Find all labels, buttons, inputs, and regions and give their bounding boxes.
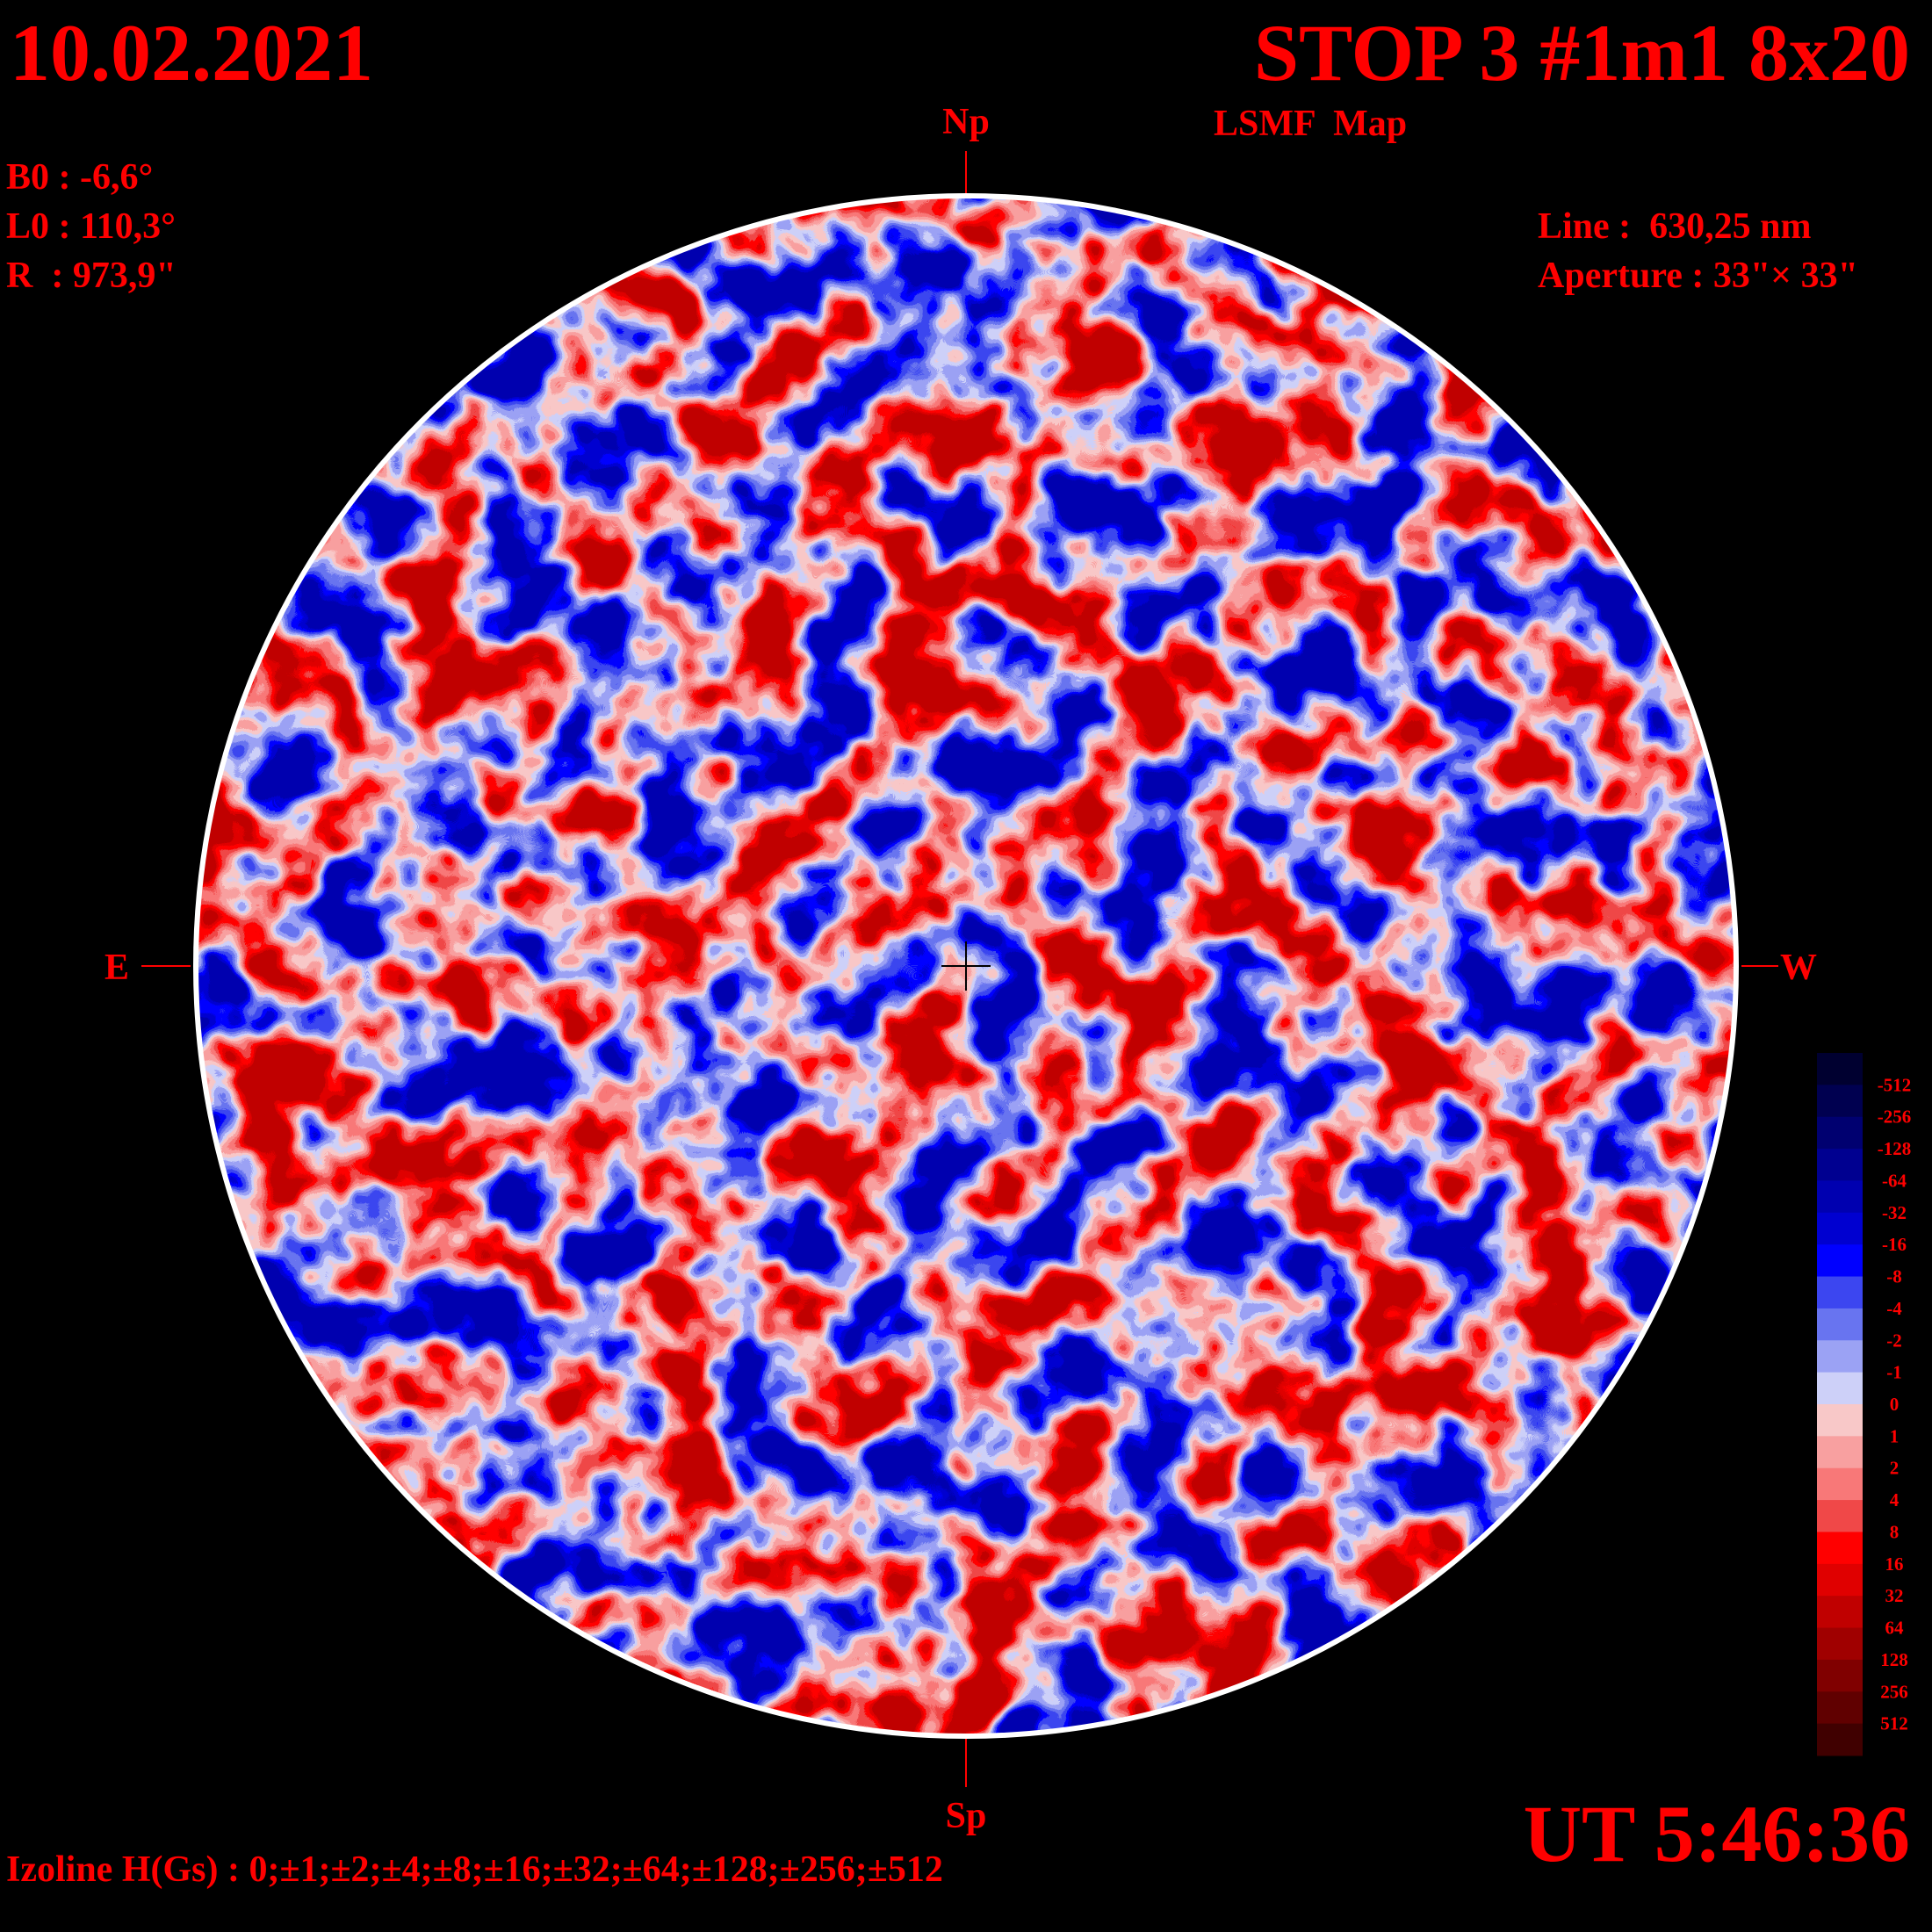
colorbar-band <box>1817 1563 1863 1597</box>
colorbar-label: 32 <box>1885 1585 1904 1606</box>
colorbar-label: 1 <box>1890 1425 1900 1446</box>
colorbar-label: -64 <box>1882 1170 1907 1191</box>
colorbar-band <box>1817 1404 1863 1437</box>
colorbar-band <box>1817 1627 1863 1661</box>
colorbar-label: -128 <box>1878 1138 1912 1159</box>
colorbar-label: 0 <box>1890 1394 1900 1415</box>
colorbar-label: 256 <box>1880 1681 1908 1702</box>
disk-limb <box>193 193 1739 1739</box>
center-cross <box>941 941 991 991</box>
colorbar-label: -32 <box>1882 1202 1907 1223</box>
parameter: B0 : -6,6° <box>6 157 153 198</box>
east-label: E <box>105 948 129 988</box>
colorbar-label: 64 <box>1885 1618 1905 1639</box>
colorbar-band <box>1817 1308 1863 1341</box>
colorbar-label: 16 <box>1885 1554 1904 1575</box>
colorbar-band <box>1817 1276 1863 1309</box>
parameter: R : 973,9" <box>6 256 177 296</box>
colorbar-band <box>1817 1212 1863 1245</box>
izolines: Izoline H(Gs) : 0;±1;±2;±4;±8;±16;±32;±6… <box>6 1849 943 1890</box>
colorbar: -512 -256 -128 -64 -32 -16 -8 -4 -2 -1 0 1 2 4 8 16 32 64… <box>1817 1053 1911 1756</box>
colorbar-band <box>1817 1244 1863 1278</box>
colorbar-band <box>1817 1085 1863 1118</box>
colorbar-label: -512 <box>1878 1074 1912 1095</box>
colorbar-band <box>1817 1467 1863 1501</box>
colorbar-band <box>1817 1340 1863 1373</box>
colorbar-label: -4 <box>1886 1298 1902 1319</box>
colorbar-label: -8 <box>1886 1266 1902 1287</box>
colorbar-band <box>1817 1596 1863 1629</box>
north-label: Np <box>942 102 990 142</box>
colorbar-band <box>1817 1053 1863 1085</box>
west-label: W <box>1780 948 1817 988</box>
colorbar-label: 2 <box>1890 1458 1900 1479</box>
colorbar-band <box>1817 1372 1863 1405</box>
colorbar-label: 128 <box>1880 1649 1908 1670</box>
axis-ticks <box>141 151 1778 1787</box>
colorbar-band <box>1817 1691 1863 1725</box>
instrument: Aperture : 33"× 33" <box>1538 256 1858 296</box>
instrument: Line : 630,25 nm <box>1538 206 1812 247</box>
colorbar-band <box>1817 1659 1863 1692</box>
colorbar-label: -256 <box>1878 1107 1912 1128</box>
parameter: L0 : 110,3° <box>6 206 176 247</box>
colorbar-label: 4 <box>1890 1489 1900 1510</box>
colorbar-band <box>1817 1116 1863 1150</box>
colorbar-band <box>1817 1149 1863 1181</box>
colorbar-label: -2 <box>1886 1330 1902 1351</box>
colorbar-band <box>1817 1723 1863 1756</box>
colorbar-label: 8 <box>1890 1521 1900 1542</box>
subtitle: LSMF Map <box>1214 104 1407 144</box>
colorbar-band <box>1817 1436 1863 1469</box>
colorbar-label: -16 <box>1882 1234 1907 1255</box>
time: UT 5:46:36 <box>1524 1789 1910 1878</box>
colorbar-band <box>1817 1180 1863 1214</box>
date: 10.02.2021 <box>10 8 373 97</box>
colorbar-label: -1 <box>1886 1362 1902 1383</box>
colorbar-band <box>1817 1500 1863 1532</box>
colorbar-label: 512 <box>1880 1713 1908 1734</box>
title: STOP 3 #1m1 8x20 <box>1254 8 1910 97</box>
colorbar-band <box>1817 1532 1863 1565</box>
south-label: Sp <box>946 1796 987 1836</box>
